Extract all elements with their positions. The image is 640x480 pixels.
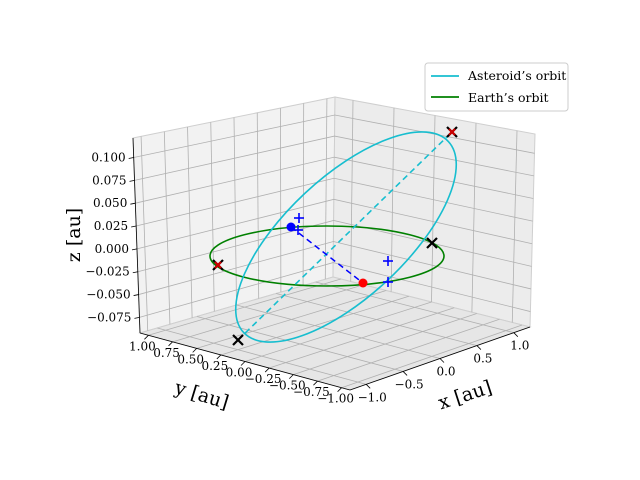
node-marker [294,213,304,223]
y-tick-mark [216,354,222,360]
y-wall-gridline [256,112,260,299]
x-tick-label: 1.0 [510,339,529,353]
legend-box [424,62,569,112]
legend: Asteroid’s orbit Earth’s orbit [424,62,569,112]
y-gridline [341,324,523,389]
y-wall-gridline [233,117,237,306]
y-axis-label: y [au] [171,376,231,413]
y-tick-label: −0.25 [245,372,282,386]
x-tick-label: 0.5 [473,352,492,366]
y-tick-label: 1.00 [129,339,156,353]
y-tick-mark [264,367,270,373]
z-tick-label: 0.025 [94,219,128,233]
z-tick-label: 0.100 [91,151,125,165]
z-tick-mark [129,179,135,182]
ticks: −1.0−0.50.00.51.01.000.750.500.250.00−0.… [85,151,529,406]
z-tick-mark [130,202,136,205]
y-gridline [293,313,477,375]
z-tick-label: 0.000 [95,242,129,256]
z-tick-label: 0.075 [92,173,126,187]
x-tick-mark [439,358,445,363]
x-axis-label: x [au] [436,376,495,414]
earth-orbit-line [209,225,445,287]
node-marker [383,256,393,266]
z-tick-mark [134,317,140,319]
z-gridline [139,262,531,318]
z-gridline [136,198,533,250]
y-tick-mark [144,334,149,340]
x-wall-gridline [471,123,477,313]
y-wall-gridline [163,131,171,325]
orbits [209,126,458,346]
z-gridline [138,241,532,295]
z-gridline [135,156,534,204]
z-tick-mark [132,271,138,274]
y-gridline [317,318,500,382]
z-gridline [137,220,532,273]
x-tick-label: 0.0 [436,365,455,379]
asteroid-perihelion-marker [232,334,244,346]
asteroid-position-dot [286,222,296,232]
z-gridline [133,114,535,158]
y-tick-label: 0.50 [177,352,204,366]
gridlines [133,98,535,389]
y-tick-mark [313,380,318,386]
z-gridline [136,177,533,227]
x-tick-mark [365,384,371,389]
y-tick-mark [289,374,294,379]
x-wall-gridline [350,100,354,282]
legend-label-earth: Earth’s orbit [468,90,549,105]
y-tick-label: 0.25 [201,359,228,373]
z-tick-label: −0.050 [86,288,130,302]
y-gridline [172,284,364,343]
y-wall-gridline [140,136,149,331]
z-axis-label: z [au] [63,208,85,262]
y-wall-gridline [210,122,215,312]
y-tick-label: −0.75 [293,385,330,399]
y-tick-mark [240,361,246,366]
y-gridline [244,301,432,362]
x-tick-label: −0.5 [395,377,424,391]
x-tick-label: −1.0 [358,390,387,404]
y-tick-label: −0.50 [269,379,306,393]
z-tick-mark [131,225,137,228]
y-wall-gridline [187,126,193,318]
z-tick-label: −0.025 [85,265,129,279]
node-marker [383,277,393,287]
y-wall-gridline [324,98,328,280]
x-tick-mark [513,332,519,337]
z-tick-mark [128,157,134,159]
y-tick-mark [168,341,173,347]
z-tick-label: 0.050 [93,196,127,210]
y-gridline [220,295,409,356]
z-gridline [134,135,534,181]
y-tick-label: −1.00 [317,392,354,406]
x-wall-gridline [431,115,436,303]
y-tick-label: 0.00 [226,366,253,380]
asteroid-orbit-line [234,131,458,343]
earth-apse-marker [448,128,456,136]
z-axis-line [132,137,141,334]
y-gridline [196,290,387,349]
y-gridline [269,307,455,369]
z-tick-label: −0.075 [87,310,131,324]
earth-position-dot [358,278,368,288]
y-tick-mark [337,387,342,393]
x-wall-gridline [511,130,518,323]
node-line [290,226,364,284]
node-marker [293,225,303,235]
x-tick-mark [476,345,482,350]
z-tick-mark [131,248,138,251]
earth-apse-marker [426,237,438,249]
earth-apse-marker [214,261,222,269]
y-tick-label: 0.75 [153,346,180,360]
x-tick-mark [402,371,408,376]
y-tick-mark [192,348,197,353]
y-gridline [148,278,341,336]
legend-label-asteroid: Asteroid’s orbit [467,68,566,83]
z-tick-mark [133,294,139,296]
